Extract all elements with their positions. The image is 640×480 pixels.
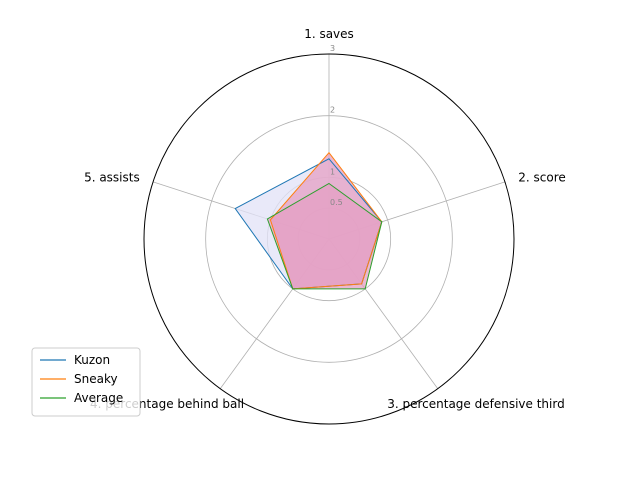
axis-label: 5. assists	[84, 171, 140, 185]
axis-label: 2. score	[518, 171, 566, 185]
outer-frame	[143, 53, 515, 425]
series-line	[266, 182, 383, 290]
axis-label: 1. saves	[304, 27, 354, 41]
series-lines	[234, 151, 383, 290]
radial-tick-label: 0.5	[330, 198, 343, 207]
radial-tick-label: 2	[330, 106, 335, 115]
series-fills	[235, 152, 382, 289]
legend-label: Average	[74, 391, 123, 405]
series-fill	[267, 183, 382, 289]
series-line	[269, 151, 383, 290]
radial-tick-label: 1	[330, 167, 335, 176]
radial-tick-labels: 0.5 1 2 3	[330, 44, 343, 207]
legend-box	[31, 347, 141, 417]
legend: Kuzon Sneaky Average	[31, 347, 141, 417]
legend-label: Sneaky	[74, 372, 118, 386]
axis-label: 3. percentage defensive third	[387, 397, 564, 411]
radial-tick-label: 3	[330, 44, 335, 53]
grid-circle	[205, 115, 453, 363]
legend-label: Kuzon	[74, 353, 110, 367]
